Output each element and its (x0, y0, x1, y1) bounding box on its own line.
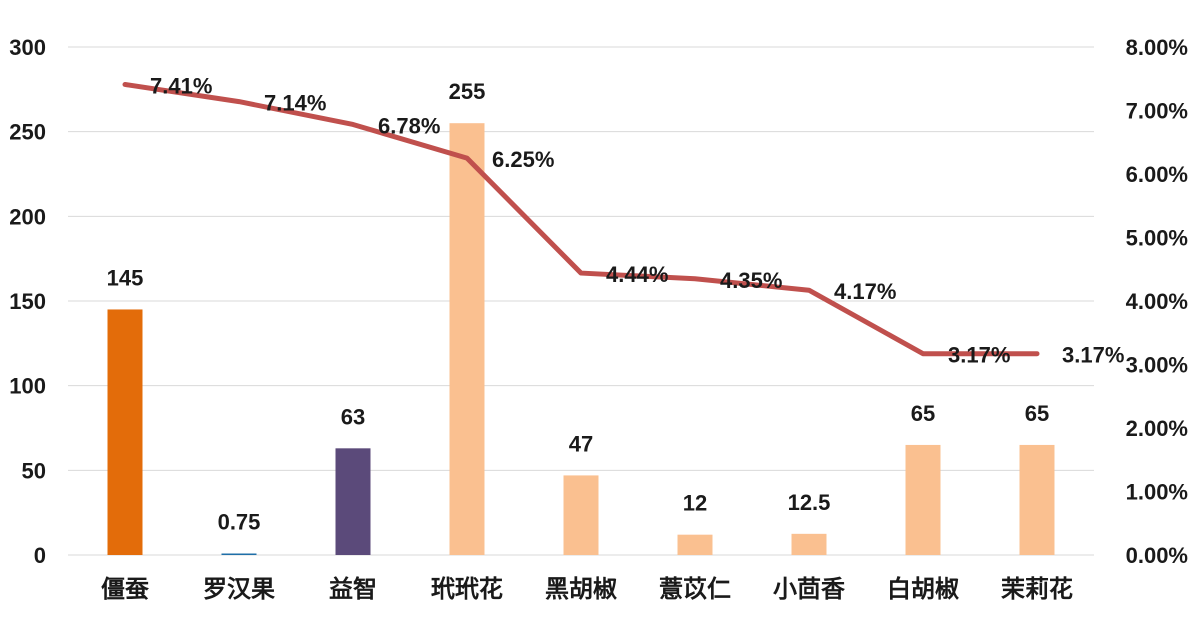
bar (905, 444, 941, 555)
line-value-label: 7.14% (264, 91, 326, 116)
category-label: 黑胡椒 (545, 575, 617, 603)
bar-series (107, 123, 1055, 555)
bar-value-label: 12.5 (788, 490, 831, 515)
bar-value-label: 0.75 (218, 510, 261, 535)
bar-value-label: 12 (683, 491, 707, 516)
left-tick-label: 150 (9, 289, 46, 314)
line-value-label: 4.17% (834, 279, 896, 304)
line-series (122, 81, 1040, 357)
bar-value-labels: 145 0.75 63 255 47 12 12.5 65 65 (107, 79, 1050, 534)
category-label: 益智 (329, 575, 377, 603)
bar-value-label: 65 (911, 401, 935, 426)
bar (563, 475, 599, 555)
category-label: 小茴香 (773, 575, 846, 603)
right-tick-label: 1.00% (1126, 480, 1188, 505)
line-value-label: 6.25% (492, 147, 554, 172)
bar-value-label: 63 (341, 404, 365, 429)
bar (791, 533, 827, 555)
right-tick-label: 0.00% (1126, 543, 1188, 568)
line-value-label: 3.17% (948, 343, 1010, 368)
line-value-label: 4.44% (606, 262, 668, 287)
left-tick-label: 100 (9, 374, 46, 399)
right-tick-label: 6.00% (1126, 162, 1188, 187)
right-tick-label: 4.00% (1126, 289, 1188, 314)
gridlines (68, 46, 1094, 556)
bar-value-label: 65 (1025, 401, 1049, 426)
line-value-labels: 7.41% 7.14% 6.78% 6.25% 4.44% 4.35% 4.17% 3.17%… (150, 73, 1124, 367)
line-value-label: 7.41% (150, 73, 212, 98)
bar-value-label: 145 (107, 265, 144, 290)
left-tick-label: 0 (34, 543, 46, 568)
category-label: 僵蚕 (101, 575, 149, 603)
bar-value-label: 255 (449, 79, 486, 104)
left-tick-label: 250 (9, 120, 46, 145)
bar (677, 534, 713, 555)
category-label: 罗汉果 (203, 575, 275, 603)
right-tick-label: 8.00% (1126, 35, 1188, 60)
bar (449, 123, 485, 555)
left-tick-label: 50 (22, 458, 46, 483)
left-axis: 0 50 100 150 200 250 300 (9, 35, 46, 568)
right-tick-label: 7.00% (1126, 99, 1188, 124)
category-label: 白胡椒 (887, 575, 959, 603)
left-tick-label: 200 (9, 204, 46, 229)
line-value-label: 6.78% (378, 113, 440, 138)
bar (1019, 444, 1055, 555)
bar-value-label: 47 (569, 431, 593, 456)
bar (107, 309, 143, 555)
category-label: 茉莉花 (1001, 575, 1073, 603)
line-value-label: 3.17% (1062, 343, 1124, 368)
category-axis: 僵蚕 罗汉果 益智 玳玳花 黑胡椒 薏苡仁 小茴香 白胡椒 茉莉花 (101, 575, 1073, 603)
right-tick-label: 5.00% (1126, 226, 1188, 251)
line-path (122, 81, 1040, 357)
bar (221, 553, 257, 555)
right-tick-label: 3.00% (1126, 353, 1188, 378)
right-axis: 0.00% 1.00% 2.00% 3.00% 4.00% 5.00% 6.00% 7.00%… (1126, 35, 1188, 568)
category-label: 玳玳花 (431, 575, 503, 603)
right-tick-label: 2.00% (1126, 416, 1188, 441)
bar (335, 448, 371, 555)
category-label: 薏苡仁 (659, 575, 731, 603)
line-value-label: 4.35% (720, 268, 782, 293)
left-tick-label: 300 (9, 35, 46, 60)
